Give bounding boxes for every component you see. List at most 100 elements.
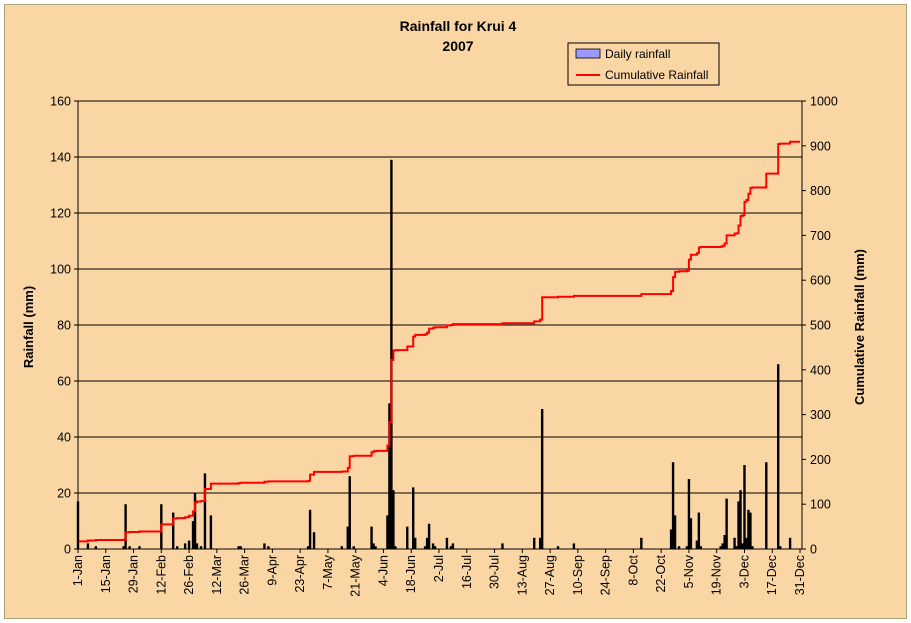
bar bbox=[725, 498, 728, 549]
y2-tick-label: 200 bbox=[810, 453, 831, 467]
bar bbox=[128, 546, 131, 549]
x-tick-label: 8-Oct bbox=[626, 554, 640, 585]
bar bbox=[689, 518, 693, 549]
bar bbox=[392, 490, 395, 549]
bar bbox=[533, 537, 536, 549]
bar bbox=[671, 462, 675, 549]
bar bbox=[751, 546, 754, 549]
x-tick-label: 2-Jul bbox=[432, 555, 446, 582]
axes: 0 20 40 60 80 100 120 140 160 0 100 200 300 400 500 600… bbox=[50, 95, 838, 597]
x-tick-label: 26-Feb bbox=[182, 555, 196, 595]
daily-rainfall-bars bbox=[76, 159, 792, 550]
bar bbox=[540, 409, 544, 549]
rainfall-chart: Rainfall for Krui 4 2007 0 20 40 60 80 100 120… bbox=[21, 18, 867, 597]
bar bbox=[172, 512, 175, 549]
y2-tick-label: 700 bbox=[810, 229, 831, 243]
x-tick-label: 17-Dec bbox=[765, 555, 779, 595]
y2-tick-label: 1000 bbox=[810, 95, 838, 109]
bar bbox=[423, 546, 427, 549]
x-tick-label: 13-Aug bbox=[515, 555, 529, 595]
bar bbox=[572, 543, 576, 549]
bar bbox=[538, 537, 542, 549]
bar bbox=[788, 537, 792, 549]
bar bbox=[749, 512, 752, 549]
bar bbox=[412, 487, 415, 549]
y-tick-label: 0 bbox=[64, 543, 71, 557]
bar bbox=[94, 546, 98, 549]
bar bbox=[449, 546, 453, 549]
bar bbox=[427, 523, 431, 549]
x-tick-label: 23-Apr bbox=[293, 555, 307, 593]
x-tick-label: 1-Jan bbox=[71, 555, 85, 586]
bar bbox=[699, 546, 703, 549]
chart-subtitle: 2007 bbox=[442, 38, 473, 54]
bar bbox=[556, 546, 560, 549]
bar bbox=[191, 521, 195, 549]
cumulative-rainfall-line bbox=[78, 140, 800, 543]
bar bbox=[765, 462, 768, 549]
bar bbox=[187, 540, 191, 549]
bar bbox=[431, 543, 435, 549]
x-tick-label: 18-Jun bbox=[404, 555, 418, 593]
bar bbox=[346, 526, 349, 549]
bar bbox=[138, 546, 141, 549]
y-tick-label: 20 bbox=[57, 487, 71, 501]
x-tick-label: 12-Mar bbox=[210, 555, 224, 595]
x-tick-label: 31-Dec bbox=[793, 555, 807, 595]
bar bbox=[739, 490, 742, 549]
bar bbox=[263, 543, 266, 549]
legend: Daily rainfall Cumulative Rainfall bbox=[567, 42, 720, 86]
y-axis-label: Rainfall (mm) bbox=[21, 286, 36, 368]
bar bbox=[433, 546, 437, 549]
bar bbox=[199, 546, 203, 549]
bar bbox=[414, 537, 417, 549]
bar bbox=[685, 546, 689, 549]
x-tick-label: 9-Apr bbox=[265, 555, 279, 586]
bar bbox=[677, 546, 681, 549]
y2-tick-label: 800 bbox=[810, 184, 831, 198]
bar bbox=[203, 473, 207, 549]
bar bbox=[193, 493, 197, 549]
x-tick-label: 7-May bbox=[321, 554, 335, 589]
bar bbox=[733, 537, 736, 549]
bar bbox=[778, 546, 782, 549]
bar bbox=[719, 546, 722, 549]
bar bbox=[687, 479, 691, 549]
bar bbox=[267, 546, 270, 549]
bar bbox=[695, 540, 699, 549]
bar bbox=[743, 465, 746, 549]
y2-tick-label: 100 bbox=[810, 498, 831, 512]
bar bbox=[747, 509, 750, 549]
y-tick-label: 120 bbox=[50, 207, 71, 221]
x-tick-label: 27-Aug bbox=[543, 555, 557, 595]
y2-tick-label: 900 bbox=[810, 139, 831, 153]
bar bbox=[501, 543, 504, 549]
bar bbox=[388, 403, 391, 549]
x-tick-label: 16-Jul bbox=[460, 555, 474, 589]
bar bbox=[640, 537, 643, 549]
x-tick-label: 22-Oct bbox=[654, 554, 668, 592]
bar bbox=[348, 476, 351, 549]
bar bbox=[386, 515, 389, 549]
bar bbox=[673, 515, 677, 549]
bar bbox=[352, 546, 355, 549]
bar bbox=[721, 543, 724, 549]
bar bbox=[209, 515, 213, 549]
x-tick-label: 29-Jan bbox=[127, 555, 141, 593]
chart-area: Rainfall for Krui 4 2007 0 20 40 60 80 100 120… bbox=[4, 4, 907, 619]
bar bbox=[451, 543, 455, 549]
y2-tick-label: 300 bbox=[810, 408, 831, 422]
bar bbox=[425, 537, 429, 549]
x-tick-label: 21-May bbox=[349, 554, 363, 596]
bar bbox=[195, 543, 199, 549]
chart-title: Rainfall for Krui 4 bbox=[400, 18, 517, 34]
bar bbox=[175, 546, 179, 549]
bar bbox=[124, 504, 127, 549]
bar bbox=[406, 526, 409, 549]
bar bbox=[723, 535, 726, 549]
y-tick-label: 140 bbox=[50, 151, 71, 165]
x-tick-label: 19-Nov bbox=[710, 554, 724, 595]
x-tick-label: 5-Nov bbox=[682, 554, 696, 588]
bar bbox=[237, 546, 240, 549]
bar bbox=[737, 501, 740, 549]
